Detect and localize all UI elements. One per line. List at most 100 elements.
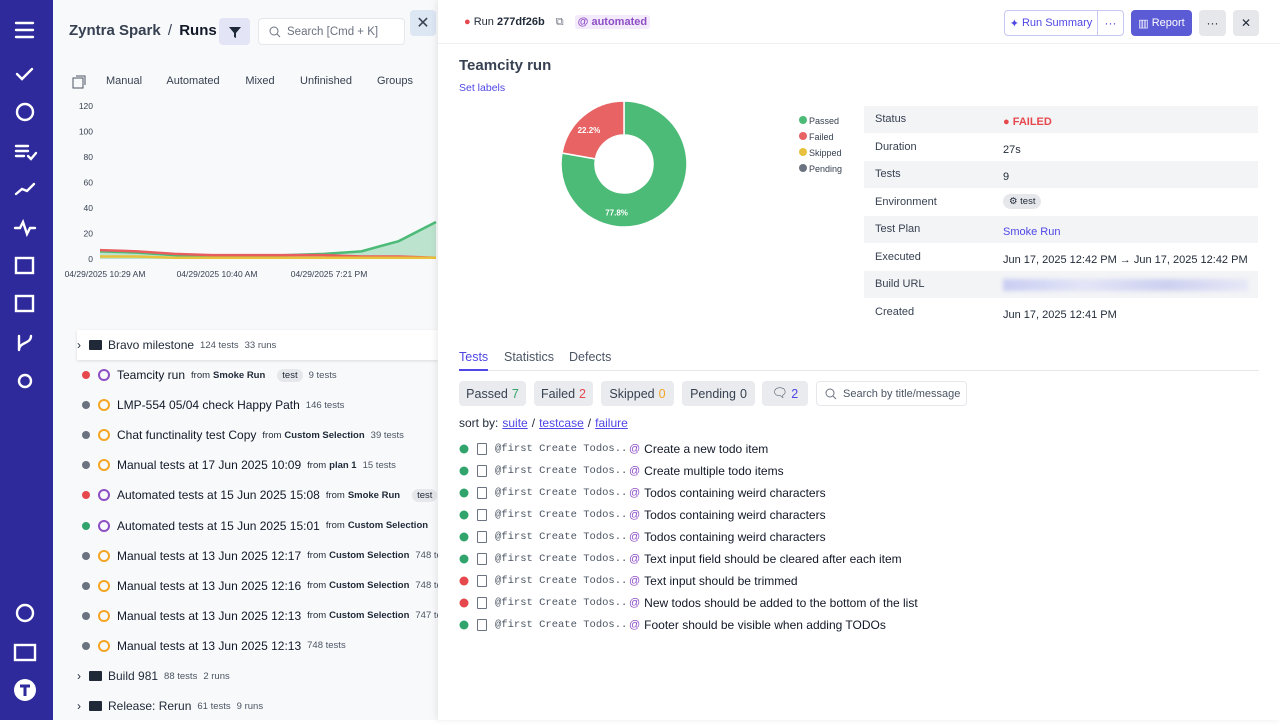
from-label: from (307, 550, 327, 562)
plans-icon[interactable] (14, 144, 38, 161)
detail-row: Build URL (864, 271, 1258, 298)
group-row[interactable]: › Release: Rerun 61 tests 9 runs (77, 691, 438, 720)
type-icon (98, 639, 110, 652)
y-tick-label: 40 (84, 203, 94, 213)
run-row[interactable]: Chat functinality test Copy from Custom Se… (79, 420, 404, 450)
run-row[interactable]: Manual tests at 13 Jun 2025 12:17 from Cus… (79, 541, 438, 571)
sort-option[interactable]: testcase (539, 416, 584, 430)
run-tab[interactable]: Mixed (245, 75, 275, 87)
steps-icon[interactable] (14, 182, 36, 196)
help-icon[interactable] (15, 603, 35, 623)
header-divider (438, 43, 1280, 44)
select-icon[interactable] (72, 75, 86, 89)
status-dot (459, 488, 469, 498)
run-tab[interactable]: Unfinished (300, 75, 352, 87)
test-row[interactable]: @first Create Todos... @ Todos containing … (459, 485, 826, 501)
run-row[interactable]: Manual tests at 13 Jun 2025 12:16 from Cus… (79, 571, 438, 601)
run-tests: 39 tests (370, 429, 404, 441)
summary-menu-button[interactable]: ··· (1097, 10, 1124, 36)
check-icon[interactable] (15, 67, 34, 81)
detail-row: Environment ⚙ test (864, 189, 1258, 216)
projects-icon[interactable] (13, 643, 37, 662)
from-label: from (307, 610, 327, 622)
sidebar (0, 0, 53, 720)
detail-tab[interactable]: Statistics (504, 350, 555, 364)
test-row[interactable]: @first Create Todos... @ Create a new todo… (459, 441, 768, 457)
icon-shape (98, 369, 110, 381)
report-button[interactable]: ▥ Report (1131, 10, 1192, 36)
test-status-icon (459, 598, 469, 608)
test-row[interactable]: @first Create Todos... @ Footer should be … (459, 617, 886, 633)
close-button[interactable]: ✕ (1233, 10, 1259, 36)
search-box[interactable]: Search [Cmd + K] (258, 18, 405, 45)
run-row[interactable]: Manual tests at 13 Jun 2025 12:13 748 tes… (79, 631, 346, 661)
test-row[interactable]: @first Create Todos... @ New todos should … (459, 595, 918, 611)
line (99, 248, 437, 259)
filter-chip[interactable]: Failed 2 (534, 381, 593, 406)
run-row[interactable]: Manual tests at 13 Jun 2025 12:13 from Cus… (79, 601, 438, 631)
detail-tab[interactable]: Defects (569, 350, 612, 364)
status-dot (459, 576, 469, 586)
settings-icon[interactable] (17, 373, 33, 389)
test-search[interactable]: Search by title/message (816, 381, 967, 406)
test-suite: @first Create Todos... (495, 575, 629, 587)
test-suite: @first Create Todos... (495, 487, 629, 499)
group-runs: 2 runs (203, 670, 230, 682)
sort-separator: / (587, 416, 592, 430)
run-summary-button[interactable]: ✦ Run Summary (1004, 10, 1098, 36)
run-row[interactable]: Teamcity run from Smoke Run test 9 tests (79, 360, 337, 390)
auto-icon: @ (629, 465, 641, 477)
sidebar-icons (13, 21, 38, 701)
filter-button[interactable] (219, 18, 250, 45)
status-icon (82, 551, 90, 560)
pie-slice (561, 100, 625, 160)
pie-label: 77.8% (605, 208, 628, 217)
sort-option[interactable]: suite (502, 416, 528, 430)
test-row[interactable]: @first Create Todos... @ Todos containing … (459, 507, 826, 523)
run-name: Manual tests at 17 Jun 2025 10:09 (117, 458, 302, 473)
app-name: Zyntra Spark (69, 22, 161, 39)
filter-chip[interactable]: Passed 7 (459, 381, 526, 406)
more-button[interactable]: ··· (1199, 10, 1226, 36)
set-labels-link[interactable]: Set labels (459, 82, 506, 94)
icon-shape (82, 431, 90, 440)
runs-icon[interactable] (15, 102, 35, 122)
run-row[interactable]: Automated tests at 15 Jun 2025 15:08 from… (79, 480, 438, 510)
copy-icon[interactable]: ⧉ (555, 16, 564, 28)
run-source: Smoke Run (347, 489, 401, 501)
from-label: from (325, 489, 345, 501)
menu-icon[interactable] (14, 21, 35, 39)
test-row[interactable]: @first Create Todos... @ Create multiple t… (459, 463, 784, 479)
run-tab[interactable]: Groups (376, 75, 414, 87)
comments-filter[interactable]: 🗨 2 (762, 381, 808, 406)
milestone-row[interactable]: › Bravo milestone 124 tests 33 runs (77, 330, 438, 360)
status-icon (82, 401, 90, 410)
test-row[interactable]: @first Create Todos... @ Text input field … (459, 551, 902, 567)
status-dot (459, 554, 469, 564)
filter-chip[interactable]: Skipped 0 (601, 381, 674, 406)
run-row[interactable]: Manual tests at 17 Jun 2025 10:09 from pla… (79, 450, 396, 480)
icon-shape (82, 371, 90, 379)
test-row[interactable]: @first Create Todos... @ Text input should… (459, 573, 798, 589)
folder-icon (89, 340, 102, 350)
run-tab[interactable]: Automated (166, 75, 220, 87)
analytics-icon[interactable] (14, 294, 35, 313)
filter-chip[interactable]: Pending 0 (682, 381, 755, 406)
run-row[interactable]: LMP-554 05/04 check Happy Path 146 tests (79, 390, 344, 420)
group-row[interactable]: › Build 981 88 tests 2 runs (77, 661, 438, 691)
pulse-icon[interactable] (13, 218, 37, 238)
run-row[interactable]: Automated tests at 15 Jun 2025 15:01 from… (79, 511, 438, 541)
run-tab[interactable]: Manual (105, 75, 143, 87)
run-source: Custom Selection (329, 580, 410, 592)
run-source: Custom Selection (329, 550, 410, 562)
close-panel-button[interactable]: ✕ (410, 10, 436, 36)
test-row[interactable]: @first Create Todos... @ Todos containing … (459, 529, 826, 545)
import-icon[interactable] (14, 256, 35, 275)
sort-option[interactable]: failure (595, 416, 628, 430)
branch-icon[interactable] (17, 334, 33, 352)
search-placeholder: Search [Cmd + K] (287, 25, 379, 38)
detail-tab[interactable]: Tests (459, 350, 489, 364)
auto-icon: @ (629, 509, 641, 521)
y-tick-label: 60 (84, 178, 94, 188)
test-status-icon (459, 620, 469, 630)
